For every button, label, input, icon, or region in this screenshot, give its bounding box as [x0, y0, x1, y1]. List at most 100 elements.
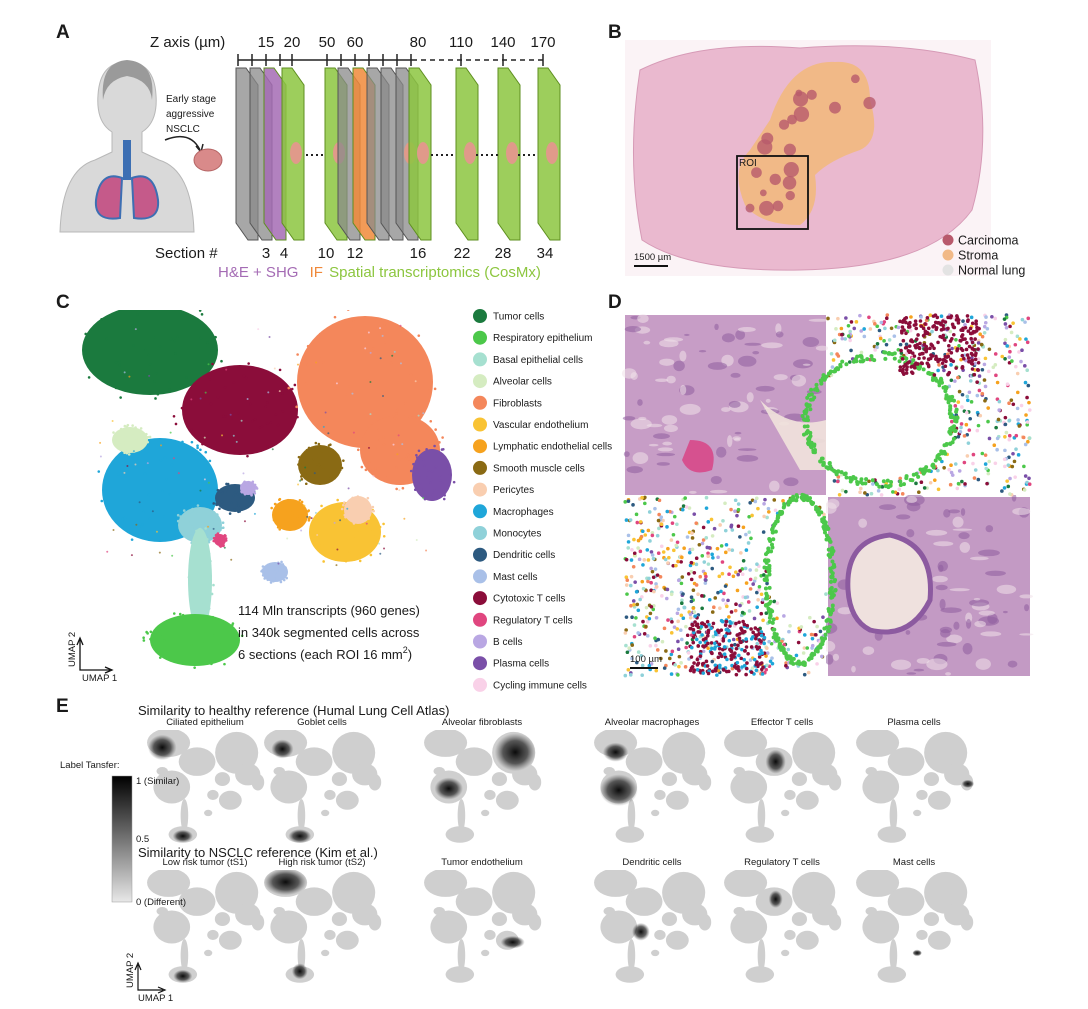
- cell-dot: [660, 639, 665, 644]
- cell-dot: [950, 346, 954, 351]
- cell-dot: [734, 621, 738, 626]
- cell-dot: [626, 546, 631, 550]
- cell-dot: [289, 527, 292, 531]
- cell-dot: [805, 498, 810, 503]
- cell-dot: [957, 389, 962, 394]
- cell-dot: [833, 588, 838, 593]
- carcinoma-spot: [850, 74, 860, 84]
- cell-dot: [831, 593, 836, 598]
- umap-silhouette: [856, 870, 974, 983]
- cell-dot: [918, 467, 923, 472]
- cell-dot: [182, 509, 186, 512]
- cell-dot: [704, 659, 709, 664]
- cell-dot: [665, 587, 670, 592]
- cell-dot: [723, 550, 728, 555]
- cell-dot: [741, 559, 746, 563]
- cell-dot: [647, 510, 652, 514]
- cell-dot: [728, 624, 732, 628]
- similarity-highlight: [632, 922, 650, 941]
- cell-dot: [656, 637, 661, 642]
- cell-dot: [415, 376, 418, 380]
- cell-dot: [404, 457, 407, 461]
- cell-dot: [348, 385, 351, 388]
- cell-dot: [356, 499, 360, 502]
- cell-dot: [796, 659, 801, 664]
- cell-dot: [266, 578, 270, 582]
- cell-dot: [623, 631, 628, 635]
- cell-dot: [203, 478, 206, 481]
- cell-dot: [670, 620, 674, 624]
- cell-dot: [806, 670, 811, 675]
- cell-dot: [976, 477, 981, 482]
- cell-dot: [967, 390, 972, 395]
- cell-dot: [733, 498, 738, 503]
- cell-dot: [980, 451, 985, 456]
- section-number: 4: [280, 245, 288, 262]
- similarity-highlight: [291, 963, 308, 980]
- cell-dot: [123, 371, 126, 374]
- cell-dot: [960, 334, 964, 339]
- cell-dot: [710, 659, 715, 664]
- cell-dot: [672, 514, 677, 519]
- cell-dot: [215, 503, 219, 507]
- cell-dot: [138, 450, 141, 454]
- texture: [761, 342, 783, 349]
- cell-dot: [773, 632, 778, 637]
- cell-dot: [159, 458, 163, 462]
- cell-dot: [913, 362, 917, 367]
- cell-dot: [772, 599, 777, 604]
- cell-dot: [285, 509, 289, 512]
- carcinoma-spot: [761, 132, 774, 145]
- cell-dot: [672, 625, 677, 629]
- cell-dot: [720, 571, 725, 576]
- cell-dot: [745, 623, 750, 628]
- texture: [890, 659, 912, 670]
- similarity-highlight: [264, 870, 308, 896]
- cell-dot: [680, 601, 684, 606]
- cell-dot: [737, 636, 742, 641]
- cell-dot: [854, 359, 859, 364]
- cell-dot: [654, 615, 659, 620]
- cell-dot: [654, 668, 659, 673]
- section-number: 12: [347, 245, 364, 262]
- texture: [710, 475, 722, 485]
- cell-dot: [297, 463, 300, 466]
- cell-dot: [698, 574, 703, 579]
- cell-dot: [267, 569, 271, 573]
- cell-dot: [750, 498, 755, 503]
- lung-right: [130, 175, 160, 220]
- cell-dot: [235, 501, 239, 505]
- cell-dot: [931, 375, 936, 380]
- cell-dot: [417, 334, 421, 337]
- texture: [802, 336, 820, 348]
- cell-dot: [142, 636, 145, 640]
- cell-dot: [224, 488, 228, 492]
- cell-dot: [625, 650, 630, 655]
- cell-dot: [197, 645, 200, 649]
- cell-dot: [923, 322, 927, 326]
- cell-dot: [759, 611, 764, 616]
- cell-dot: [997, 408, 1002, 412]
- cell-dot: [221, 434, 224, 437]
- modality-legend: H&E + SHG IF Spatial transcriptomics (Co…: [218, 264, 541, 281]
- cell-dot: [196, 504, 200, 507]
- cell-dot: [422, 412, 425, 415]
- cell-dot: [763, 552, 768, 557]
- cell-dot: [647, 663, 652, 668]
- cell-dot: [273, 571, 277, 575]
- cell-dot: [690, 547, 695, 552]
- cell-dot: [100, 499, 104, 503]
- cell-dot: [752, 579, 757, 583]
- cell-dot: [754, 568, 759, 572]
- cell-dot: [232, 494, 235, 498]
- cell-dot: [670, 521, 675, 525]
- cell-dot: [818, 459, 823, 464]
- cell-dot: [653, 636, 657, 640]
- cell-dot: [672, 548, 676, 553]
- cell-dot: [239, 496, 243, 499]
- cell-dot: [827, 461, 832, 466]
- cell-dot: [724, 669, 729, 674]
- cell-dot: [868, 327, 873, 331]
- cell-dot: [638, 549, 643, 554]
- cell-dot: [971, 461, 975, 466]
